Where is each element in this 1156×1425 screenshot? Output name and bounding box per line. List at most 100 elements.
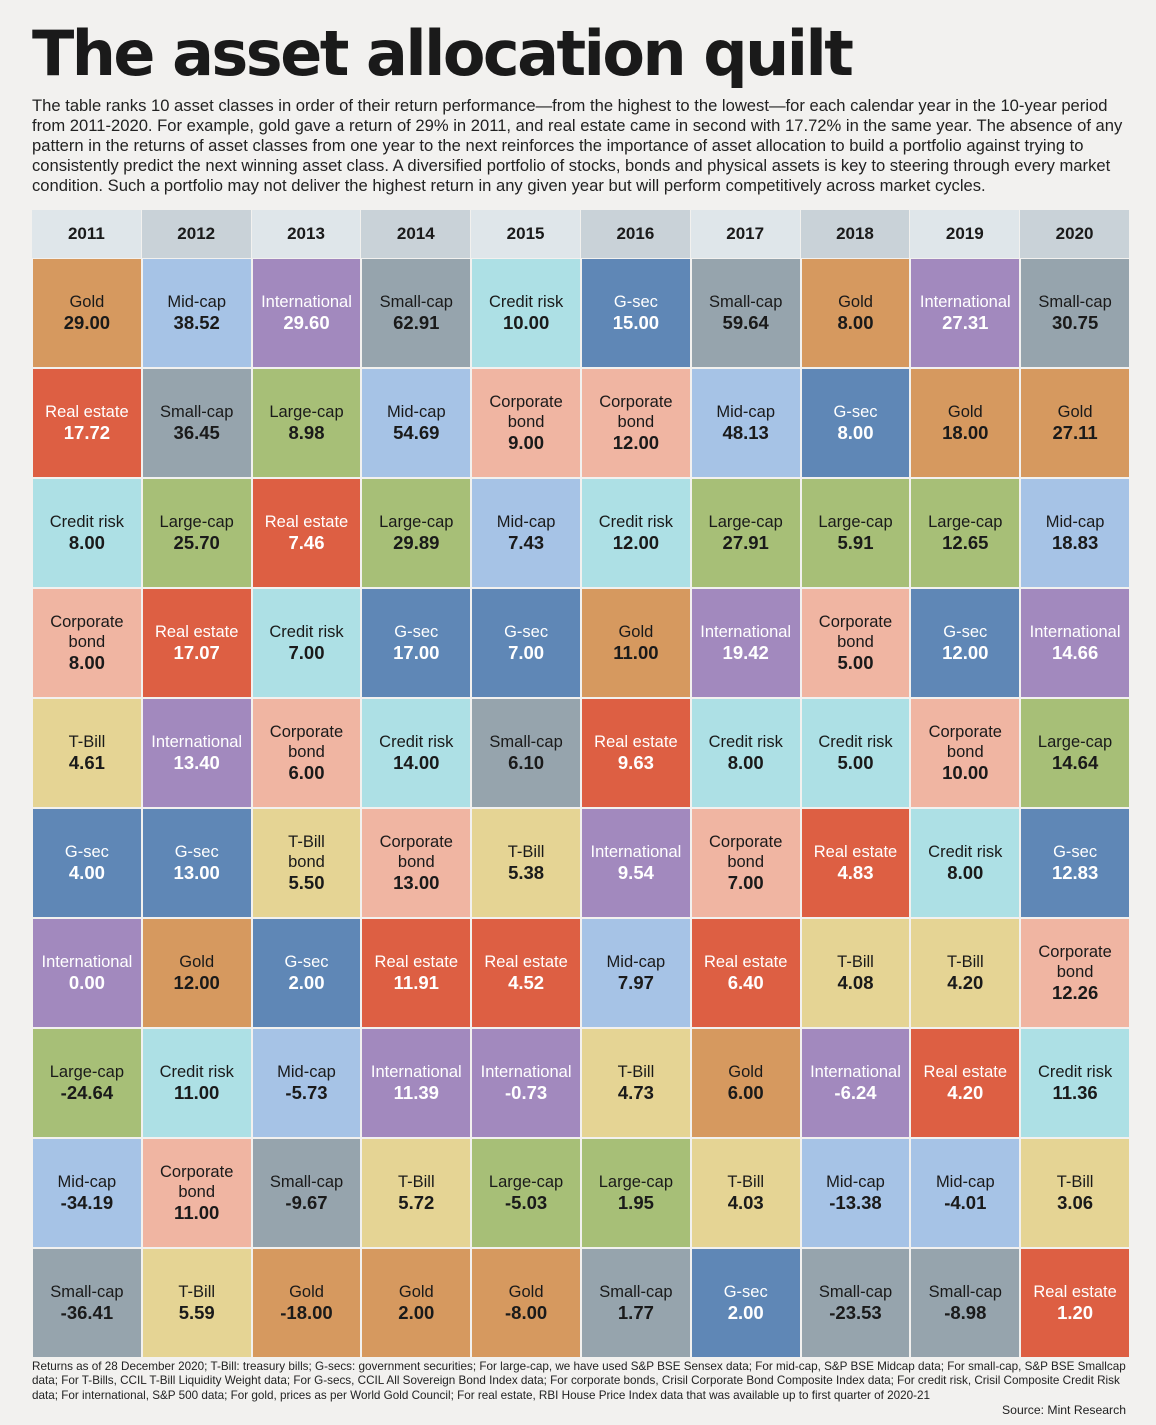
return-value: 8.00 [837,312,874,333]
return-value: 4.20 [947,972,984,993]
quilt-cell-2020-rank-3: Mid-cap 18.83 [1020,478,1130,588]
return-value: 27.11 [1052,422,1098,443]
return-value: 4.73 [617,1082,654,1103]
return-value: 19.42 [722,642,769,663]
asset-label: Large-cap [928,513,1003,531]
return-value: -34.19 [60,1192,114,1213]
asset-label: Large-cap [598,1173,674,1191]
year-header-2015: 2015 [471,210,581,258]
asset-label: G-sec [613,293,658,311]
return-value: -8.00 [505,1302,548,1323]
quilt-cell-2018-rank-1: Gold 8.00 [800,258,911,368]
quilt-cell-2011-rank-8: Large-cap -24.64 [32,1028,142,1138]
return-value: 8.00 [837,422,874,443]
quilt-cell-2019-rank-3: Large-cap 12.65 [910,478,1021,588]
asset-label: Corporate [379,833,453,851]
asset-label: Large-cap [818,513,893,531]
quilt-cell-2011-rank-3: Credit risk 8.00 [32,478,142,588]
asset-label: Gold [728,1063,764,1081]
return-value: 18.00 [942,422,989,443]
asset-label: Credit risk [928,843,1003,861]
quilt-cell-2014-rank-2: Mid-cap 54.69 [361,368,472,478]
return-value: 4.83 [837,862,874,883]
asset-label: Small-cap [160,403,234,421]
asset-label: Gold [838,293,873,311]
asset-label: Corporate [709,833,783,851]
return-value: 12.83 [1051,862,1099,883]
asset-label: bond [288,743,325,761]
quilt-cell-2012-rank-9: Corporate bond 11.00 [141,1138,252,1248]
quilt-cell-2012-rank-3: Large-cap 25.70 [141,478,252,588]
return-value: 38.52 [173,312,220,333]
asset-label: bond [397,853,435,871]
asset-label: Mid-cap [606,953,666,971]
asset-label: Small-cap [709,293,783,311]
return-value: 2.00 [288,972,325,993]
return-value: 62.91 [393,312,440,333]
asset-label: Credit risk [49,513,125,531]
return-value: 6.10 [508,752,545,773]
return-value: 8.98 [288,422,325,443]
quilt-cell-2019-rank-1: International 27.31 [910,258,1021,368]
asset-label: Gold [947,403,983,421]
quilt-cell-2018-rank-2: G-sec 8.00 [800,368,911,478]
return-value: -6.24 [834,1082,877,1103]
asset-label: Gold [1057,403,1093,421]
year-header-2014: 2014 [361,210,472,258]
year-header-2016: 2016 [580,210,691,258]
quilt-cell-2018-rank-4: Corporate bond 5.00 [800,588,911,698]
return-value: 2.00 [727,1302,764,1323]
quilt-cell-2014-rank-6: Corporate bond 13.00 [361,808,472,918]
return-value: 7.00 [508,642,545,663]
asset-label: Mid-cap [386,403,446,421]
asset-label: Mid-cap [277,1063,336,1081]
asset-label: G-sec [1053,843,1098,861]
quilt-cell-2017-rank-10: G-sec 2.00 [690,1248,801,1358]
asset-label: Credit risk [379,733,454,751]
return-value: 4.61 [68,752,105,773]
return-value: 12.00 [942,642,989,663]
asset-label: Small-cap [379,293,453,311]
quilt-cell-2014-rank-4: G-sec 17.00 [361,588,472,698]
return-value: 12.00 [173,972,220,993]
asset-label: T-Bill [288,833,325,851]
quilt-cell-2017-rank-3: Large-cap 27.91 [690,478,801,588]
year-header-2019: 2019 [910,210,1021,258]
asset-label: bond [946,743,984,761]
asset-label: Real estate [374,953,459,971]
quilt-cell-2016-rank-7: Mid-cap 7.97 [581,918,691,1028]
quilt-cell-2012-rank-1: Mid-cap 38.52 [141,258,252,368]
footnote: Returns as of 28 December 2020; T-Bill: … [32,1360,1126,1402]
asset-label: International [151,733,243,751]
quilt-cell-2015-rank-2: Corporate bond 9.00 [471,368,581,478]
asset-label: Mid-cap [496,513,556,531]
asset-label: Corporate [928,723,1002,741]
asset-label: Large-cap [488,1173,564,1191]
year-header-2018: 2018 [800,210,911,258]
asset-label: G-sec [174,843,219,861]
return-value: 18.83 [1051,532,1099,553]
quilt-cell-2012-rank-2: Small-cap 36.45 [141,368,252,478]
asset-label: Real estate [923,1063,1008,1081]
asset-label: Small-cap [928,1283,1002,1301]
quilt-cell-2016-rank-8: T-Bill 4.73 [581,1028,691,1138]
quilt-cell-2011-rank-1: Gold 29.00 [32,258,142,368]
quilt-cell-2014-rank-7: Real estate 11.91 [361,918,472,1028]
asset-label: Real estate [813,843,898,861]
quilt-cell-2013-rank-5: Corporate bond 6.00 [251,698,362,808]
quilt-cell-2014-rank-3: Large-cap 29.89 [361,478,472,588]
asset-label: Gold [618,623,654,641]
asset-label: Large-cap [269,403,344,421]
asset-label: International [370,1063,462,1081]
asset-label: Corporate [489,393,563,411]
quilt-cell-2017-rank-9: T-Bill 4.03 [690,1138,801,1248]
return-value: 9.00 [508,432,545,453]
asset-label: T-Bill [617,1063,655,1081]
return-value: 6.00 [727,1082,764,1103]
year-header-2012: 2012 [141,210,252,258]
quilt-cell-2014-rank-5: Credit risk 14.00 [361,698,472,808]
page-subtitle: The table ranks 10 asset classes in orde… [32,96,1123,195]
quilt-cell-2015-rank-3: Mid-cap 7.43 [471,478,581,588]
return-value: 10.00 [942,762,989,783]
asset-label: Large-cap [159,513,234,531]
